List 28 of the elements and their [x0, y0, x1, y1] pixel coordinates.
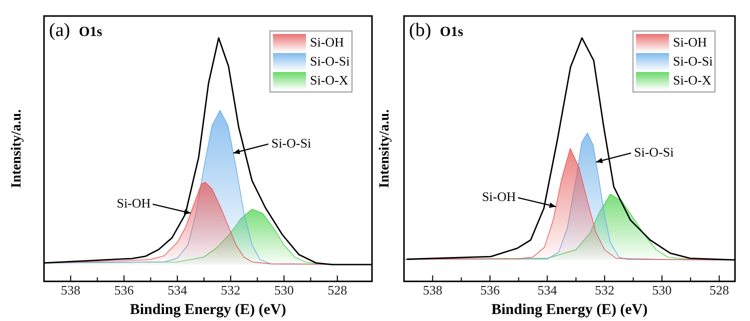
x-tick-label: 528	[328, 282, 348, 298]
x-tick-label: 536	[480, 282, 500, 298]
legend-label: Si-O-Si	[310, 53, 350, 68]
x-tick-label: 530	[274, 282, 294, 298]
x-axis-title: Binding Energy (E) (eV)	[491, 302, 648, 318]
x-tick-label: 530	[652, 282, 672, 298]
annotation: Si-OH	[116, 196, 151, 211]
legend-label: Si-OH	[673, 34, 707, 50]
legend-label: Si-O-X	[310, 72, 349, 88]
legend-label: Si-O-Si	[673, 53, 714, 68]
x-tick-label: 534	[168, 282, 188, 298]
x-tick-label: 532	[594, 282, 614, 298]
chart-title: (b) O1s	[409, 20, 464, 41]
legend-label: Si-O-X	[673, 72, 712, 88]
x-tick-label: 538	[422, 282, 442, 298]
x-tick-label: 528	[709, 282, 729, 298]
y-axis-title: Intensity/a.u.	[10, 109, 25, 188]
annotation: Si-OH	[482, 189, 516, 204]
x-axis-title: Binding Energy (E) (eV)	[130, 302, 286, 318]
chart-title: (a) O1s	[49, 20, 103, 41]
annotation: Si-O-Si	[634, 144, 674, 160]
x-tick-label: 538	[60, 282, 80, 298]
x-tick-label: 536	[114, 282, 134, 298]
legend-label: Si-OH	[310, 34, 344, 50]
x-tick-label: 534	[538, 282, 558, 298]
y-axis-title: Intensity/a.u.	[378, 109, 393, 188]
x-tick-label: 532	[220, 282, 240, 298]
annotation: Si-O-Si	[271, 136, 312, 151]
